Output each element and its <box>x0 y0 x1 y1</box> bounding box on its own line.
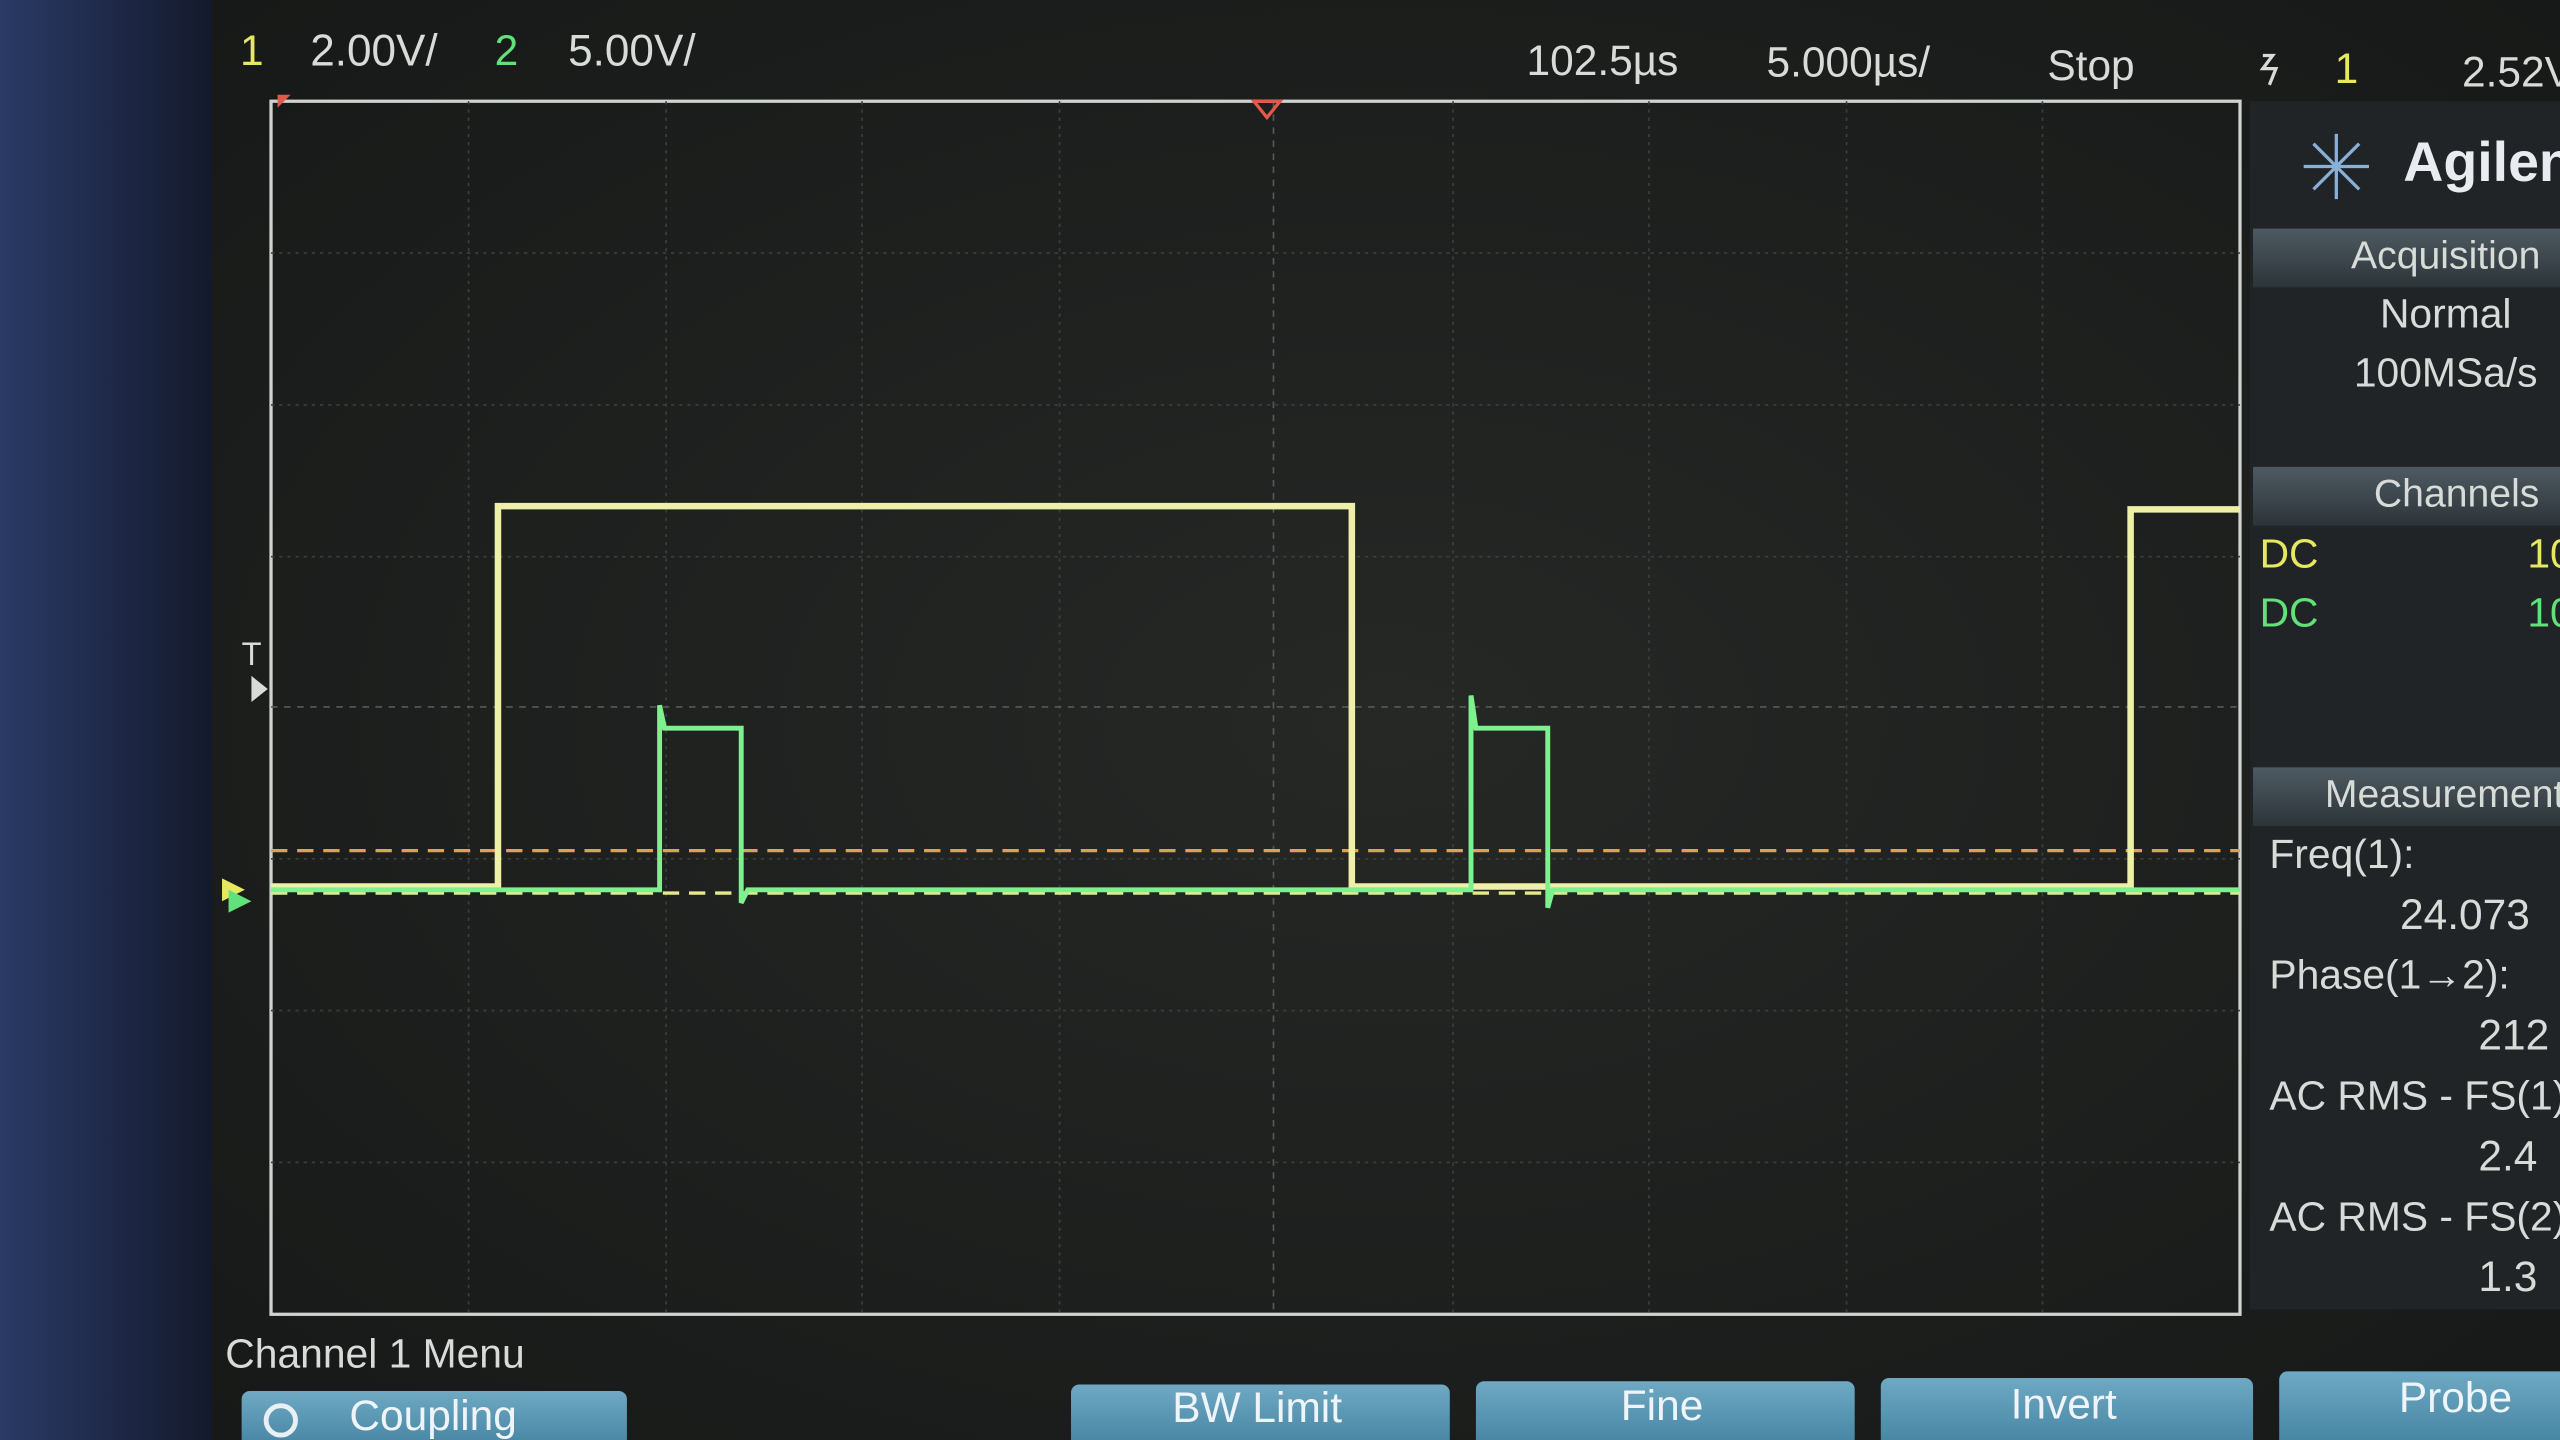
run-state: Stop <box>2047 42 2134 89</box>
delay: 102.5µs <box>1527 37 1679 84</box>
button-label[interactable]: Invert <box>2011 1381 2117 1428</box>
ch1-ground-marker <box>222 878 245 902</box>
channel-probe: 10 <box>2527 589 2560 635</box>
measurement-label: AC RMS - FS(1): <box>2269 1073 2560 1119</box>
measurement-value: 1.3 <box>2478 1253 2537 1300</box>
measurement-label: Freq(1): <box>2269 831 2414 877</box>
section-header <box>2253 466 2560 526</box>
trigger-edge-icon <box>2259 53 2279 86</box>
channels-title: Channels <box>2374 473 2540 516</box>
ch1-scale: 2.00V/ <box>310 27 438 76</box>
rotate-icon <box>263 1403 298 1438</box>
measurement-label: Phase(1→2): <box>2269 952 2509 998</box>
button-label[interactable]: Fine <box>1621 1382 1704 1429</box>
bezel <box>0 0 213 1440</box>
brand: Agilent <box>2403 131 2560 193</box>
side-panel <box>2249 101 2560 1310</box>
menu-button[interactable] <box>2279 1371 2560 1440</box>
menu-title: Channel 1 Menu <box>225 1331 524 1377</box>
channel-coupling: DC <box>2260 589 2319 635</box>
measurement-value: 24.073 <box>2400 891 2530 938</box>
acquisition-mode: Normal <box>2380 291 2511 337</box>
button-label[interactable]: BW Limit <box>1172 1384 1342 1431</box>
brand-logo <box>2303 133 2369 200</box>
trigger-arrow <box>251 675 268 703</box>
measurement-value: 212 <box>2478 1012 2549 1059</box>
menu-button[interactable] <box>1475 1381 1855 1440</box>
channel-1-trace <box>271 502 2240 890</box>
section-header <box>2253 228 2560 288</box>
display <box>212 0 2560 1440</box>
channel-probe: 10 <box>2527 531 2560 577</box>
menu-button[interactable] <box>241 1391 627 1440</box>
trigger-level: 2.52V <box>2462 48 2560 95</box>
acquisition-title: Acquisition <box>2351 234 2540 277</box>
trigger-marker: T <box>242 635 262 672</box>
menu-button[interactable] <box>1880 1377 2254 1440</box>
delay-marker <box>1250 99 1284 121</box>
section-header <box>2253 767 2560 827</box>
measurement-label: AC RMS - FS(2): <box>2269 1193 2560 1239</box>
ch2-scale: 5.00V/ <box>568 27 696 76</box>
acquisition-rate: 100MSa/s <box>2354 349 2538 395</box>
ch2-label: 2 <box>495 27 519 74</box>
trigger-source: 1 <box>2335 45 2359 92</box>
ch2-ground-marker <box>228 889 252 913</box>
measurements-title: Measurements <box>2325 773 2560 816</box>
measurement-value: 2.4 <box>2478 1132 2537 1179</box>
channel-2-trace <box>271 695 2240 909</box>
graticule <box>269 94 2242 1316</box>
channel-coupling: DC <box>2260 531 2319 577</box>
ch1-label: 1 <box>240 27 264 74</box>
menu-button[interactable] <box>1071 1384 1450 1440</box>
button-label[interactable]: Probe <box>2399 1374 2512 1421</box>
timebase: 5.000µs/ <box>1767 39 1931 86</box>
button-label[interactable]: Coupling <box>349 1392 517 1439</box>
